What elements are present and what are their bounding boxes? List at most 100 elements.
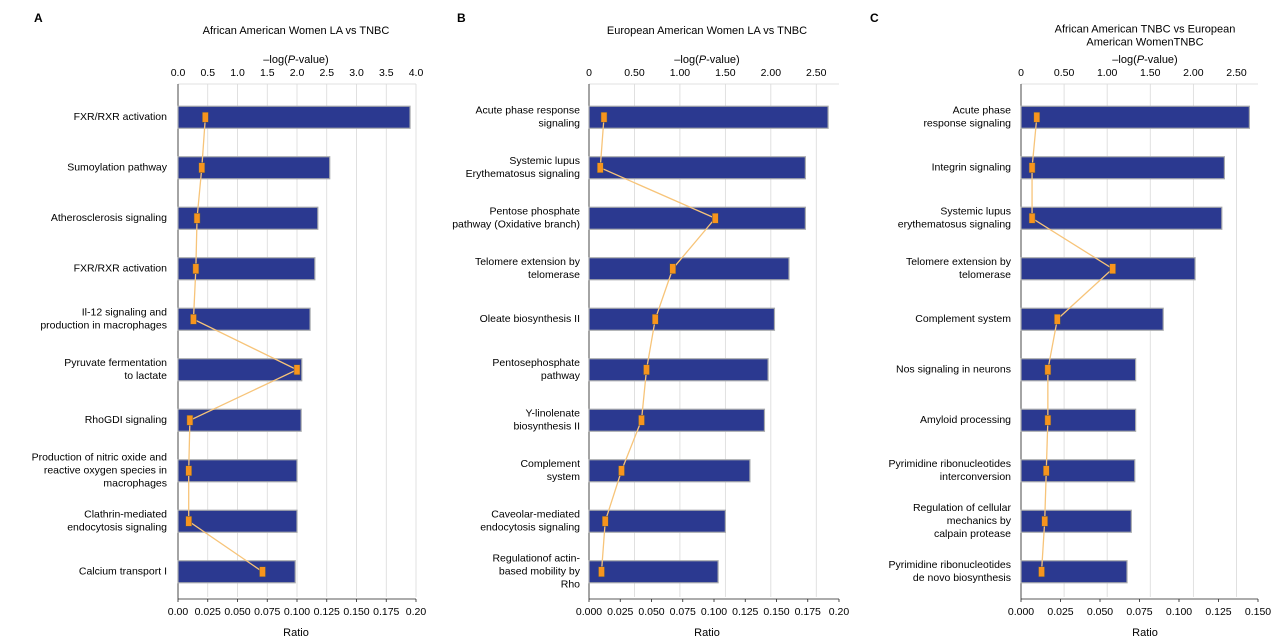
- top-tick-label: 2.00: [1183, 67, 1204, 79]
- bottom-tick-label: 0.000: [576, 606, 602, 618]
- bottom-tick-label: 0.20: [406, 606, 427, 618]
- bottom-tick-label: 0.150: [1245, 606, 1271, 618]
- ratio-marker: [202, 112, 209, 123]
- chart-panel-a: A African American Women LA vs TNBC –log(P…: [32, 11, 427, 639]
- ratio-marker: [293, 364, 301, 375]
- bar: [177, 307, 311, 331]
- ratio-line: [1031, 117, 1114, 572]
- bar: [1020, 509, 1132, 533]
- ratio-marker: [1028, 162, 1036, 173]
- bar: [177, 560, 296, 584]
- bottom-axis-title: Ratio: [1132, 627, 1158, 639]
- ratio-marker: [185, 516, 192, 527]
- top-tick-label: 3.5: [379, 67, 394, 79]
- category-label: Caveolar-mediated endocytosis signaling: [480, 509, 580, 534]
- top-tick-label: 1.00: [1097, 67, 1118, 79]
- category-label: Systemic lupus erythematosus signaling: [898, 206, 1011, 231]
- ratio-marker: [1041, 516, 1048, 527]
- ratio-marker: [638, 415, 645, 426]
- category-label: Clathrin-mediated endocytosis signaling: [67, 509, 167, 534]
- bottom-axis-title: Ratio: [283, 627, 309, 639]
- category-label: FXR/RXR activation: [74, 111, 168, 123]
- ratio-marker: [1054, 314, 1061, 325]
- top-tick-label: 1.50: [715, 67, 736, 79]
- ratio-marker: [600, 112, 608, 123]
- top-axis-title: –log(P-value): [674, 54, 739, 66]
- top-tick-label: 0: [1018, 67, 1024, 79]
- top-tick-label: 1.50: [1140, 67, 1161, 79]
- bottom-tick-label: 0.050: [224, 606, 250, 618]
- bar: [1020, 459, 1136, 483]
- bottom-tick-label: 0.025: [1047, 606, 1073, 618]
- category-label: Oleate biosynthesis II: [480, 313, 580, 325]
- top-tick-label: 2.5: [319, 67, 334, 79]
- top-tick-label: 2.50: [1226, 67, 1247, 79]
- ratio-marker: [1044, 415, 1052, 426]
- top-tick-label: 2.00: [761, 67, 782, 79]
- panel-letter: C: [870, 11, 879, 25]
- bottom-tick-label: 0.050: [638, 606, 664, 618]
- ratio-marker: [192, 263, 200, 274]
- ratio-marker: [1028, 213, 1036, 224]
- chart-panel-b: B European American Women LA vs TNBC –log(…: [452, 11, 849, 639]
- top-tick-label: 1.5: [260, 67, 275, 79]
- category-label: Nos signaling in neurons: [896, 364, 1011, 376]
- category-label: Acute phase response signaling: [476, 105, 581, 130]
- category-label: Y-linolenate biosynthesis II: [513, 408, 580, 433]
- bottom-tick-label: 0.025: [607, 606, 633, 618]
- category-label: Regulationof actin-based mobility by Rho: [492, 553, 580, 591]
- category-label: Complement system: [915, 313, 1011, 325]
- bar: [588, 206, 806, 230]
- bottom-tick-label: 0.125: [314, 606, 340, 618]
- ratio-marker: [1043, 465, 1050, 476]
- ratio-marker: [198, 162, 206, 173]
- chart-title: African American TNBC vs European America…: [1055, 23, 1236, 48]
- bar: [588, 459, 751, 483]
- top-tick-label: 2.50: [806, 67, 827, 79]
- category-label: RhoGDI signaling: [85, 414, 167, 426]
- ratio-marker: [1033, 112, 1041, 123]
- ratio-marker: [669, 263, 676, 274]
- bottom-tick-label: 0.125: [1205, 606, 1231, 618]
- ratio-line: [599, 117, 717, 572]
- top-tick-label: 4.0: [409, 67, 424, 79]
- bar: [1020, 206, 1223, 230]
- ratio-marker: [618, 465, 625, 476]
- chart-title: African American Women LA vs TNBC: [203, 25, 390, 37]
- bar: [1020, 560, 1128, 584]
- ratio-marker: [185, 465, 192, 476]
- category-label: FXR/RXR activation: [74, 263, 168, 275]
- category-label: Production of nitric oxide and reactive o…: [32, 452, 168, 490]
- bottom-axis-title: Ratio: [694, 627, 720, 639]
- bottom-tick-label: 0.100: [701, 606, 727, 618]
- ratio-marker: [602, 516, 609, 527]
- ratio-marker: [259, 566, 266, 577]
- bottom-tick-label: 0.100: [1166, 606, 1192, 618]
- bar: [1020, 307, 1164, 331]
- category-label: Pyrimidine ribonucleotides de novo biosyn…: [888, 559, 1011, 584]
- top-tick-label: 0.5: [200, 67, 215, 79]
- ratio-marker: [643, 364, 650, 375]
- bar: [177, 156, 331, 180]
- ratio-marker: [190, 314, 197, 325]
- bottom-tick-label: 0.100: [284, 606, 310, 618]
- top-tick-label: 0.50: [1054, 67, 1075, 79]
- bottom-tick-label: 0.000: [1008, 606, 1034, 618]
- bottom-tick-label: 0.150: [763, 606, 789, 618]
- bar: [588, 307, 776, 331]
- bar: [1020, 105, 1250, 129]
- bottom-tick-label: 0.075: [670, 606, 696, 618]
- top-tick-label: 1.0: [230, 67, 245, 79]
- bar: [588, 408, 766, 432]
- category-label: Complement system: [520, 458, 580, 483]
- top-tick-label: 0: [586, 67, 592, 79]
- bar: [177, 358, 303, 382]
- category-label: Pyrimidine ribonucleotides interconversio…: [888, 458, 1011, 483]
- bar: [177, 206, 319, 230]
- bar: [588, 105, 829, 129]
- category-label: Il-12 signaling and production in macroph…: [40, 307, 167, 332]
- bottom-tick-label: 0.075: [1126, 606, 1152, 618]
- top-tick-label: 2.0: [290, 67, 305, 79]
- bar: [1020, 156, 1225, 180]
